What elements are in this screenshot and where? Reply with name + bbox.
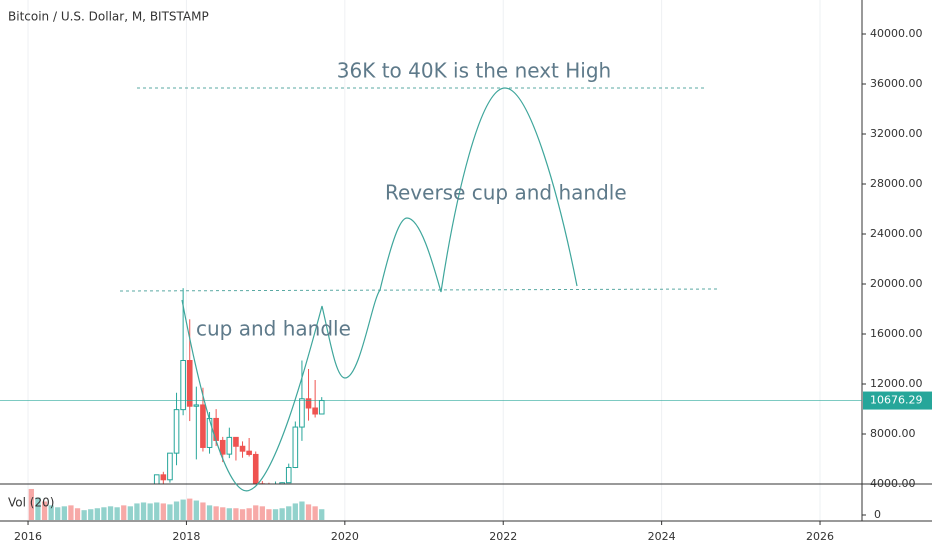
y-tick-label: 16000.00 (870, 327, 923, 340)
volume-bar (154, 502, 160, 520)
volume-bar (160, 503, 166, 520)
volume-bar (55, 507, 61, 520)
volume-bar (121, 505, 127, 520)
candle-body (279, 482, 285, 484)
volume-bar (81, 510, 87, 520)
volume-bar (147, 503, 153, 520)
volume-bar (35, 497, 41, 520)
y-tick-label: 28000.00 (870, 177, 923, 190)
volume-bar (193, 500, 199, 520)
volume-bar (292, 503, 298, 520)
volume-bar (28, 488, 34, 520)
x-tick-label: 2016 (14, 530, 42, 543)
volume-bar (167, 504, 173, 520)
volume-bar (94, 508, 100, 520)
annotation: 36K to 40K is the next High (337, 59, 611, 83)
x-tick-label: 2024 (648, 530, 676, 543)
volume-bar (272, 509, 279, 520)
y-tick-label: 24000.00 (870, 227, 923, 240)
y-tick-label: 4000.00 (870, 477, 916, 490)
volume-bar (107, 506, 114, 520)
candle-body (285, 467, 292, 484)
volume-bar (48, 505, 54, 520)
candle-body (299, 398, 305, 428)
grid (27, 0, 821, 521)
volume-bar (312, 506, 318, 520)
annotation: cup and handle (196, 317, 351, 341)
y-tick-label: 20000.00 (870, 277, 923, 290)
volume-label: Vol (20) (8, 496, 54, 510)
volume-bar (279, 508, 285, 520)
volume-bar (88, 509, 94, 520)
volume-bar (299, 501, 305, 520)
drawn-curve (181, 87, 578, 492)
volume-bar (213, 506, 219, 520)
volume-bar (127, 506, 133, 520)
last-price-label: 10676.29 (870, 394, 923, 407)
volume-bar (220, 507, 226, 520)
candle-body (153, 474, 160, 484)
x-tick-label: 2026 (806, 530, 834, 543)
candle-body (200, 404, 206, 448)
candle-body (206, 417, 213, 448)
volume-bar (286, 506, 292, 520)
candle-body (173, 409, 180, 454)
volume-bar (187, 498, 193, 520)
x-tick-label: 2020 (331, 530, 359, 543)
volume-bar (200, 502, 206, 520)
volume-bar (173, 501, 180, 520)
candle-body (160, 474, 167, 481)
volume-bar (206, 505, 213, 520)
volume-bars (28, 488, 325, 520)
candle-body (312, 407, 318, 415)
y-tick-label: 8000.00 (870, 427, 916, 440)
volume-bar (246, 508, 252, 520)
volume-bar (253, 505, 259, 520)
volume-bar (259, 506, 265, 520)
candles (153, 288, 325, 484)
volume-bar (180, 499, 186, 520)
annotation: Reverse cup and handle (385, 181, 627, 205)
candle-body (219, 439, 226, 455)
candle-body (186, 360, 193, 407)
volume-tick-label: 0 (874, 508, 881, 521)
y-tick-label: 36000.00 (870, 77, 923, 90)
candle-body (292, 426, 299, 468)
candle-body (233, 436, 239, 447)
volume-bar (266, 509, 272, 520)
y-tick-label: 32000.00 (870, 127, 923, 140)
candle-body (305, 398, 312, 409)
last-price-box (863, 391, 932, 410)
volume-bar (239, 509, 246, 520)
candle-body (193, 404, 200, 407)
candle-body (252, 453, 259, 484)
volume-bar (226, 508, 232, 520)
candle-body (180, 360, 186, 411)
volume-bar (41, 501, 48, 520)
candle-body (318, 400, 325, 415)
candle-body (239, 445, 246, 452)
volume-bar (74, 508, 81, 520)
volume-bar (101, 507, 107, 520)
x-tick-label: 2018 (172, 530, 200, 543)
volume-bar (134, 503, 140, 520)
volume-bar (305, 504, 312, 520)
candle-body (246, 450, 252, 455)
volume-bar (319, 509, 325, 520)
x-tick-label: 2022 (489, 530, 517, 543)
y-tick-label: 12000.00 (870, 377, 923, 390)
volume-bar (114, 507, 120, 520)
candle-body (226, 436, 233, 455)
volume-bar (61, 506, 67, 520)
candle-body (167, 452, 173, 481)
volume-bar (68, 505, 74, 520)
volume-bar (233, 508, 239, 520)
y-tick-label: 40000.00 (870, 27, 923, 40)
support-line (119, 288, 721, 292)
chart-title: Bitcoin / U.S. Dollar, M, BITSTAMP (8, 10, 209, 24)
volume-bar (140, 502, 147, 520)
